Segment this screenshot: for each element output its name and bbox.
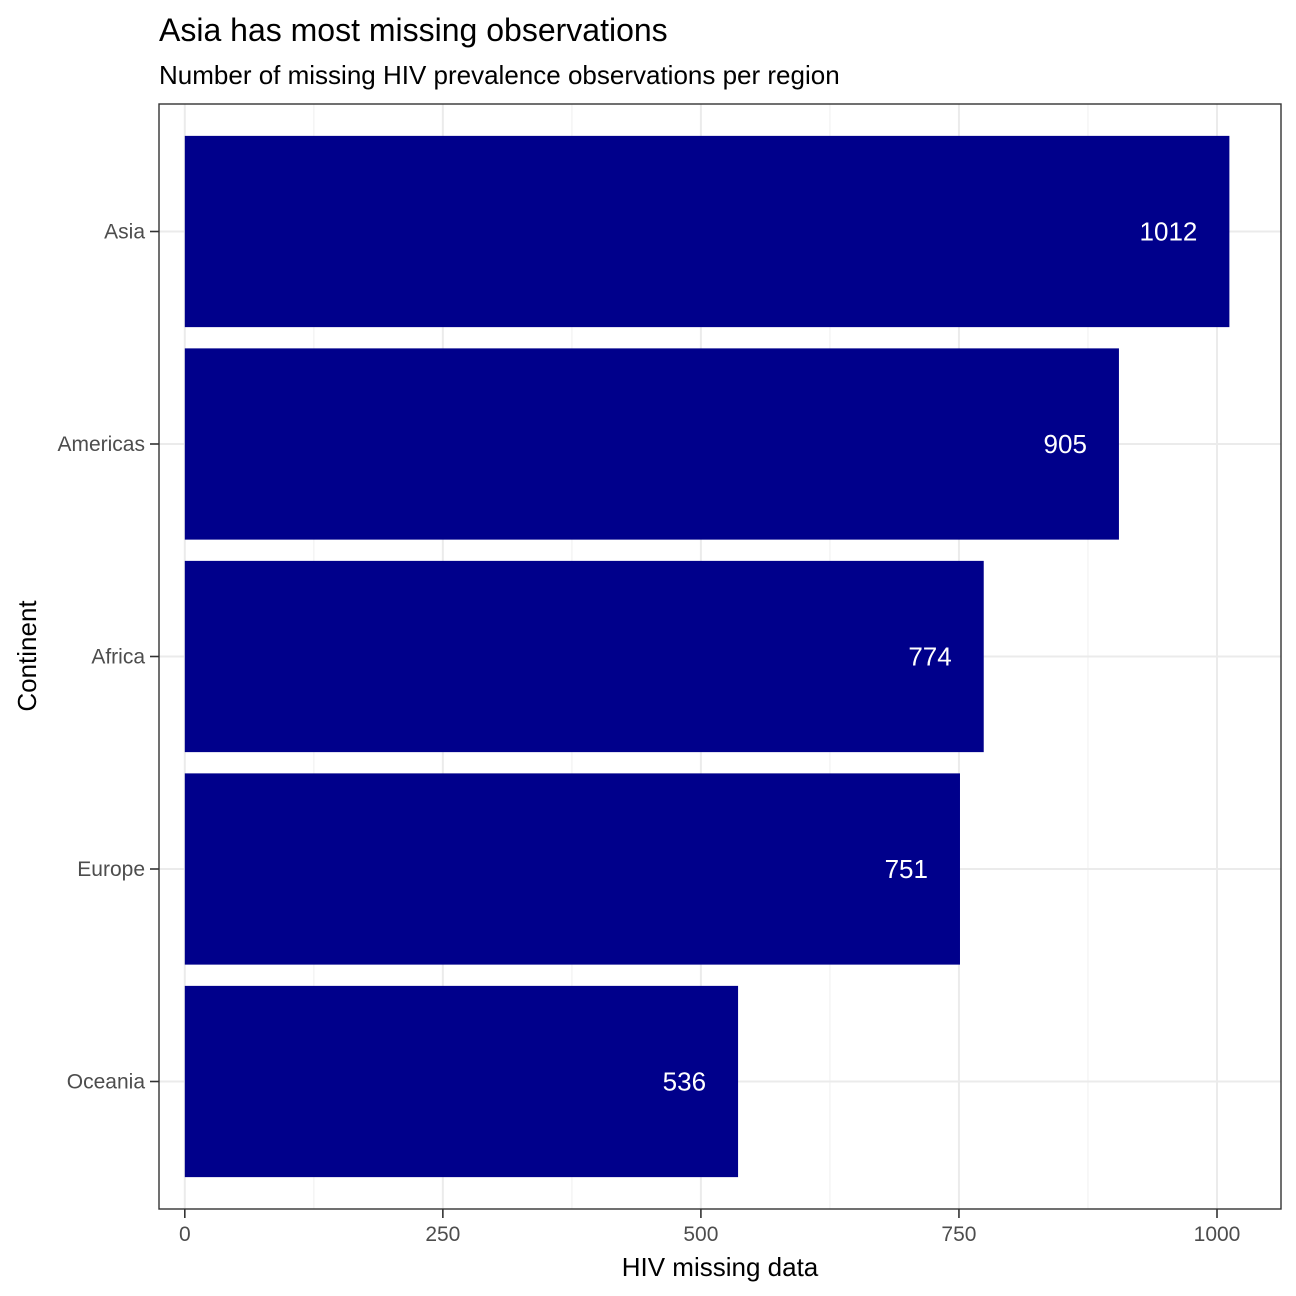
y-axis-ticks: Asia Americas Africa Europe Oceania (57, 221, 159, 1094)
y-tick-label-asia: Asia (104, 221, 145, 244)
data-label-europe: 751 (885, 854, 928, 884)
x-tick-label: 1000 (1194, 1223, 1241, 1246)
data-label-asia: 1012 (1140, 217, 1198, 247)
bar-africa (184, 560, 984, 753)
bar-oceania (184, 985, 739, 1178)
x-tick-label: 250 (425, 1223, 460, 1246)
y-axis-title: Continent (12, 600, 42, 712)
y-tick-label-africa: Africa (91, 646, 145, 669)
x-tick-label: 0 (179, 1223, 191, 1246)
bars (184, 135, 1230, 1178)
bar-asia (184, 135, 1230, 328)
y-tick-label-americas: Americas (57, 433, 145, 456)
data-label-africa: 774 (908, 642, 951, 672)
chart-title: Asia has most missing observations (159, 12, 668, 48)
y-tick-label-oceania: Oceania (67, 1071, 146, 1094)
bar-europe (184, 773, 960, 965)
data-labels: 1012 905 774 751 536 (663, 217, 1198, 1097)
x-axis-ticks: 0 250 500 750 1000 (179, 1209, 1240, 1246)
x-tick-label: 500 (683, 1223, 718, 1246)
x-axis-title: HIV missing data (622, 1252, 819, 1282)
y-tick-label-europe: Europe (77, 858, 145, 881)
data-label-americas: 905 (1044, 429, 1087, 459)
bar-americas (184, 348, 1119, 540)
data-label-oceania: 536 (663, 1067, 706, 1097)
x-tick-label: 750 (941, 1223, 976, 1246)
chart-subtitle: Number of missing HIV prevalence observa… (159, 60, 840, 90)
